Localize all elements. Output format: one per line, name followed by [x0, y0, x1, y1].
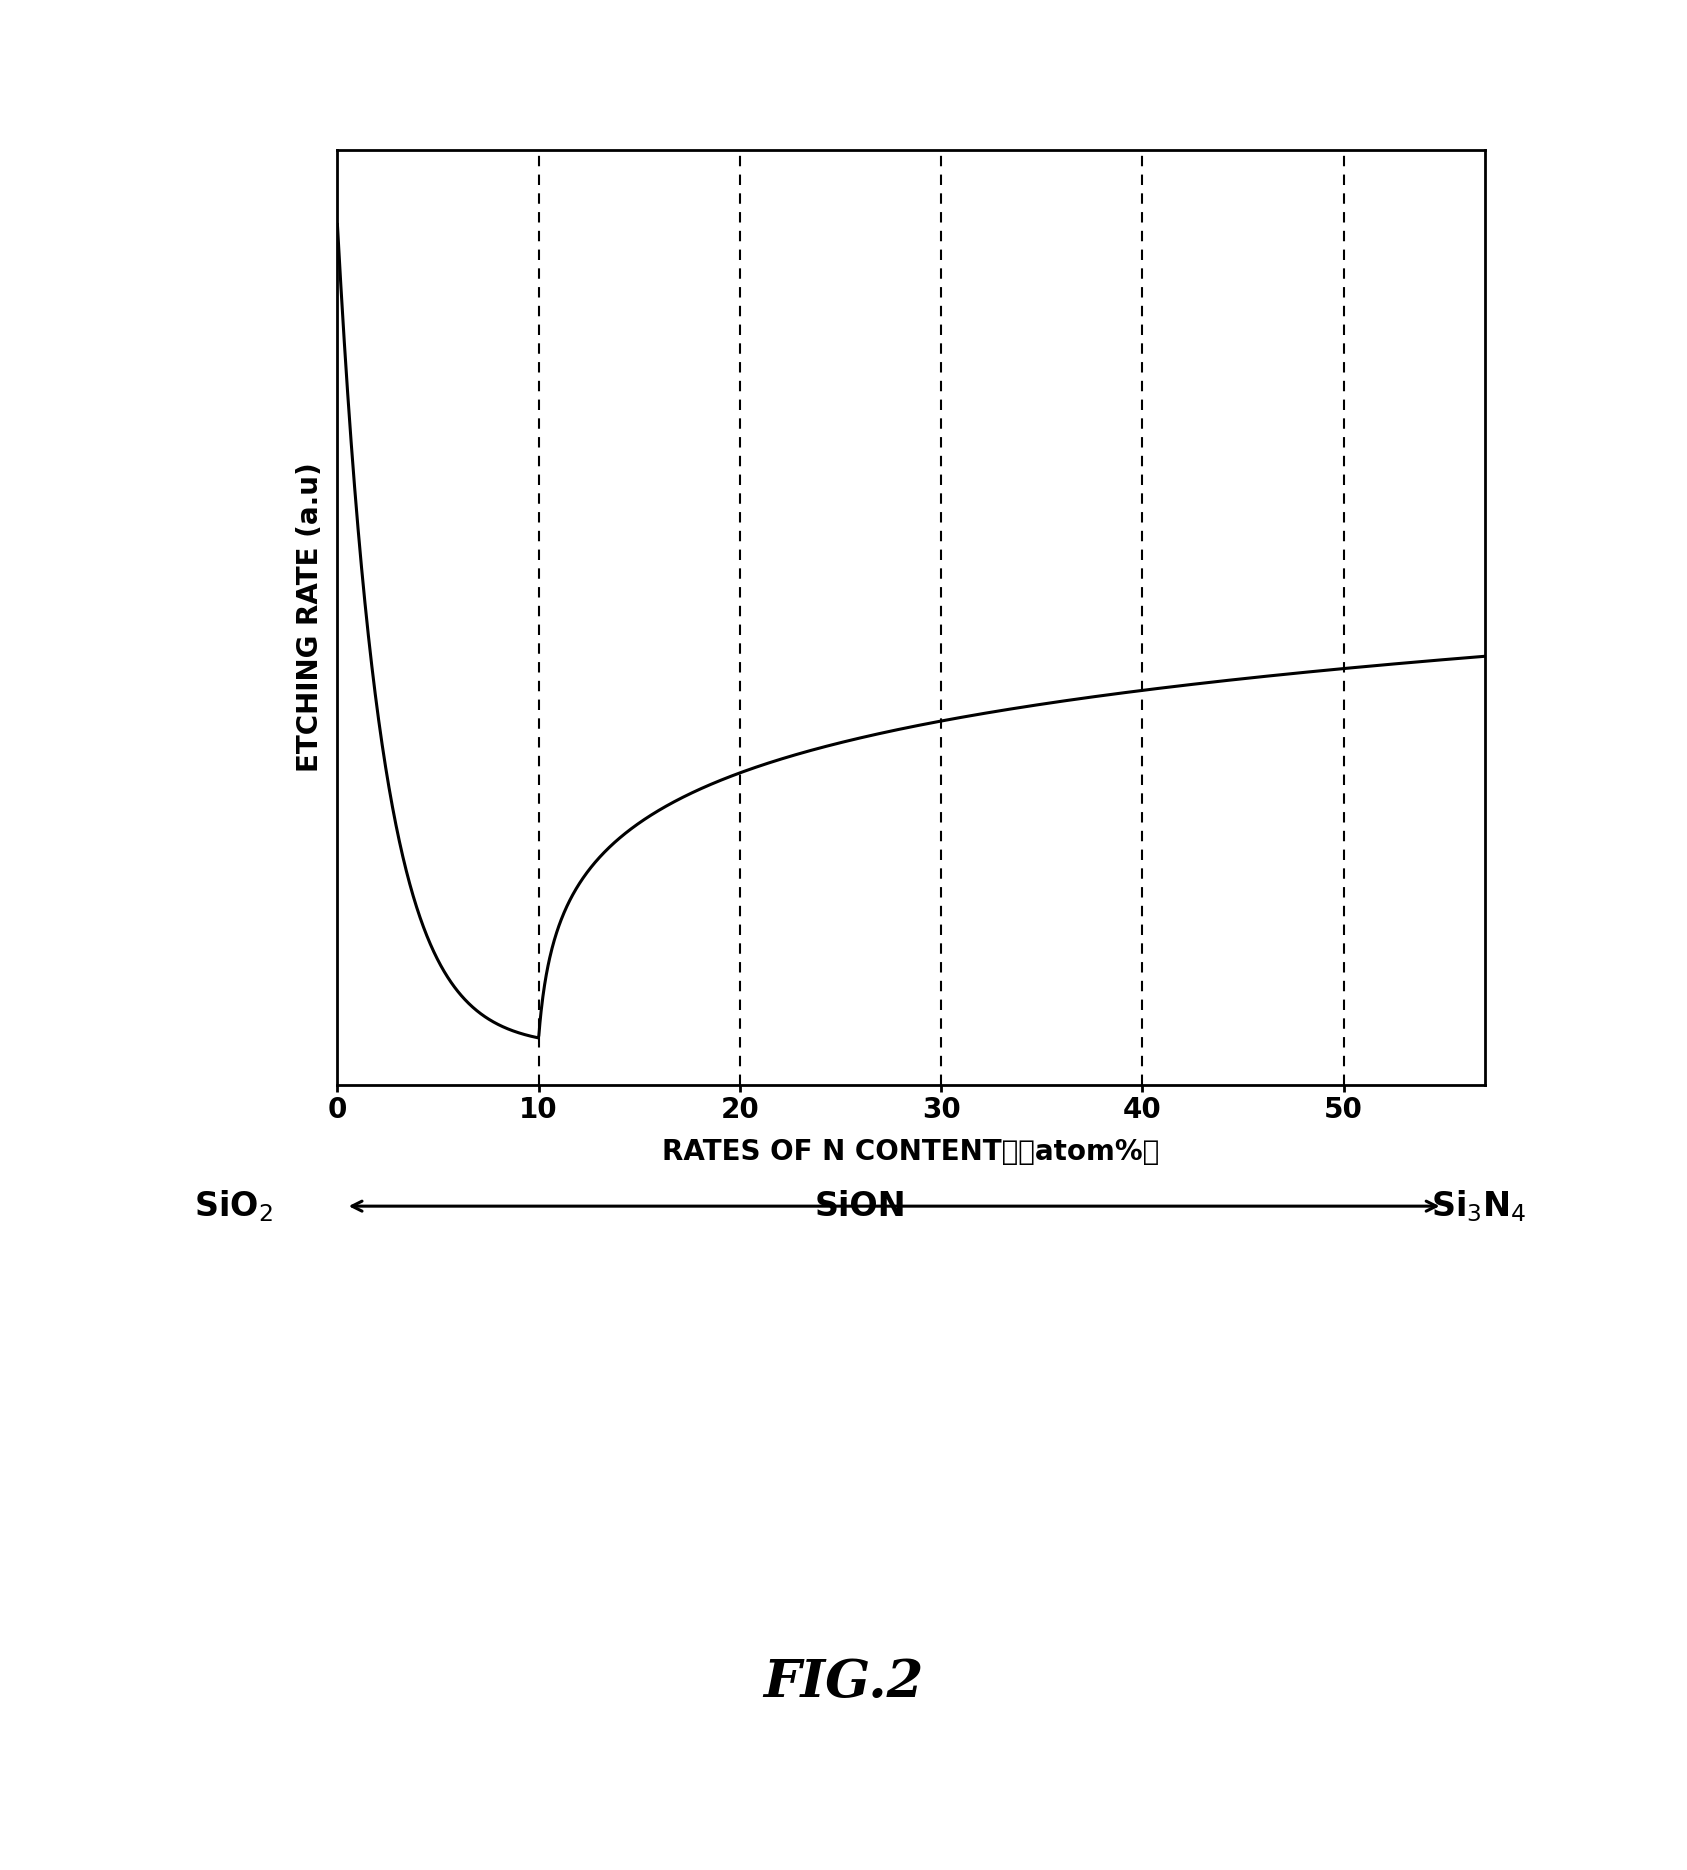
Text: SiO$_2$: SiO$_2$: [194, 1187, 273, 1225]
X-axis label: RATES OF N CONTENT　（atom%）: RATES OF N CONTENT （atom%）: [663, 1139, 1159, 1167]
Text: Si$_3$N$_4$: Si$_3$N$_4$: [1431, 1187, 1527, 1225]
Text: FIG.2: FIG.2: [763, 1657, 924, 1709]
Y-axis label: ETCHING RATE (a.u): ETCHING RATE (a.u): [295, 462, 324, 772]
Text: SiON: SiON: [815, 1189, 906, 1223]
